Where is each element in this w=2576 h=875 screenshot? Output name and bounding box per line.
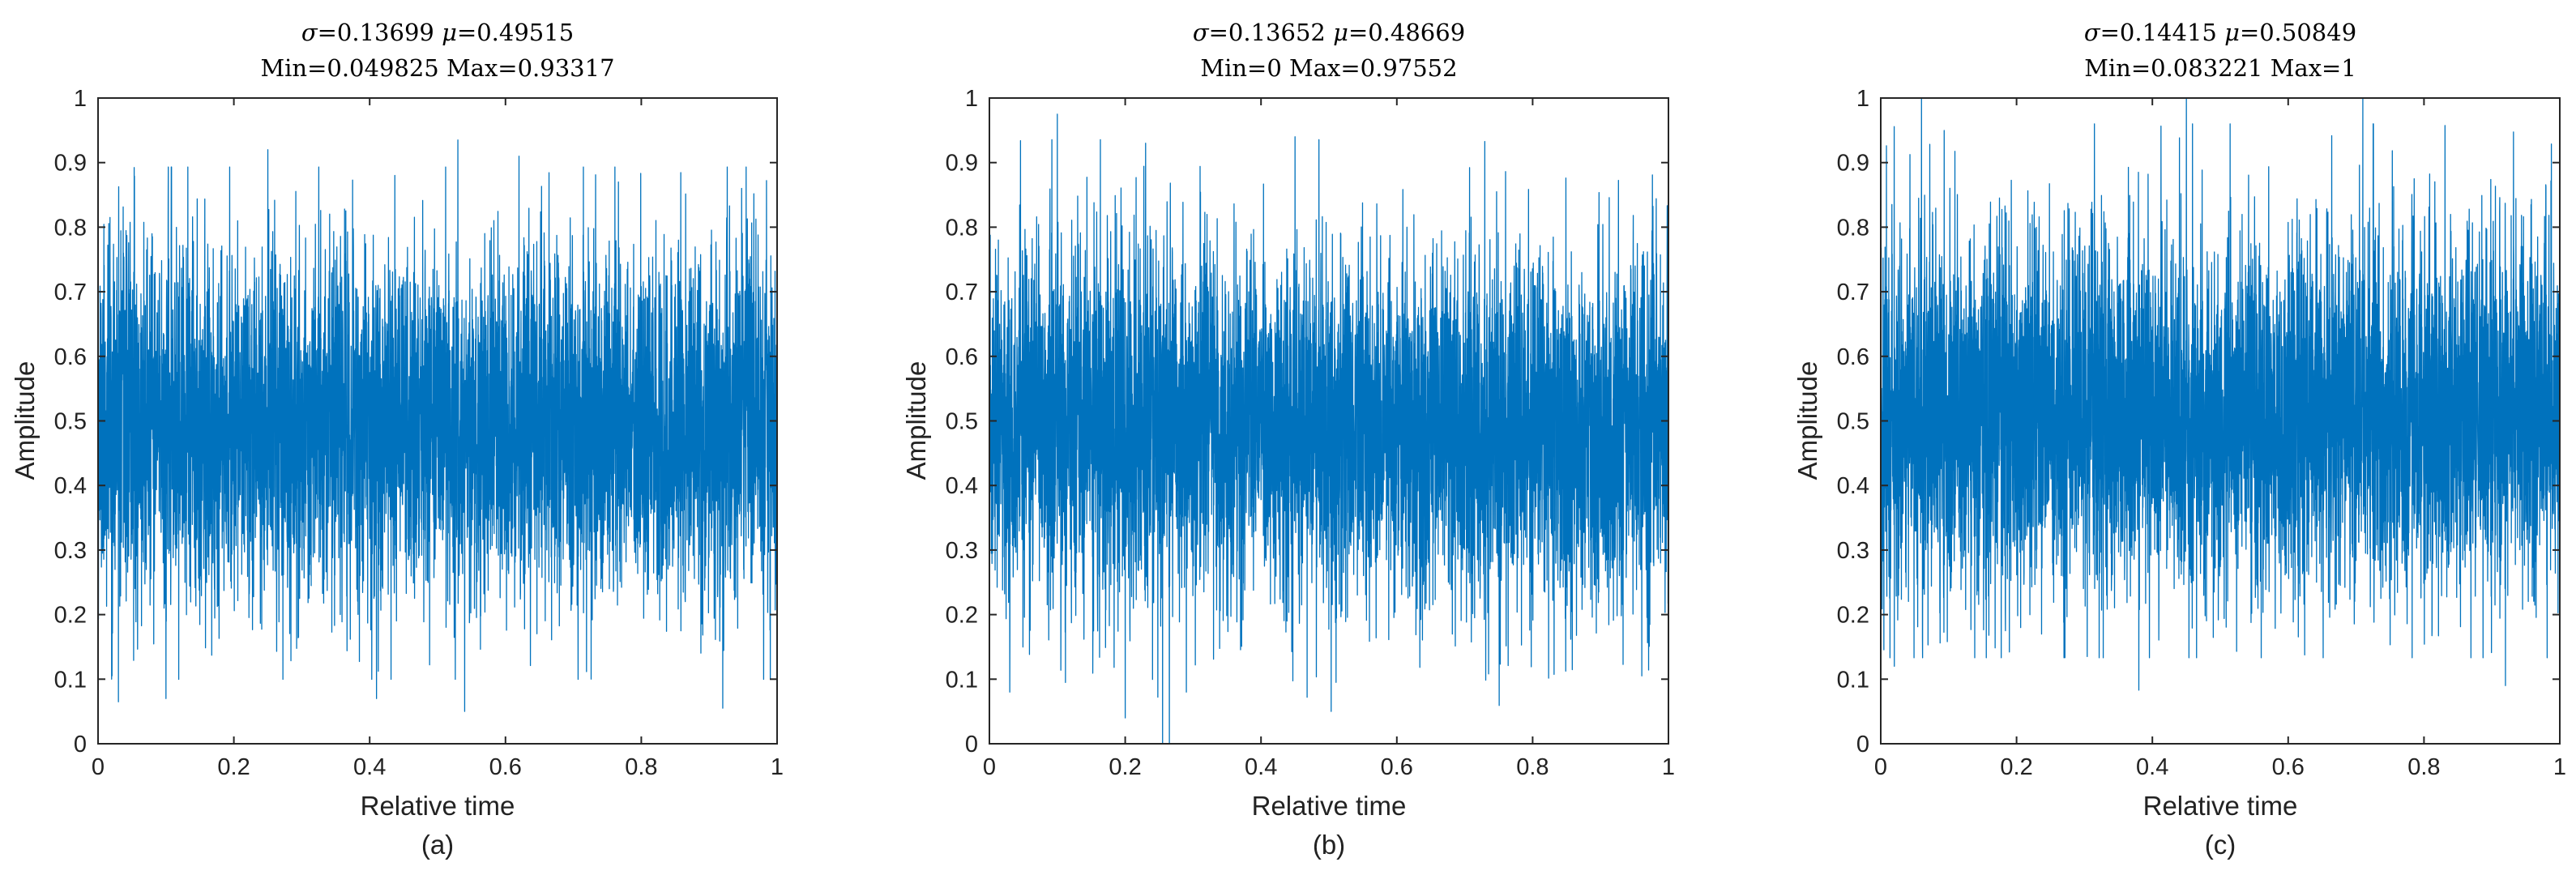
panel-b-title-line2: Min=0 Max=0.97552	[1200, 54, 1457, 82]
panel-b-ytick-label: 0.3	[946, 538, 978, 564]
panel-c-xtick-label: 0.4	[2136, 754, 2168, 780]
panel-c-ytick-label: 0.7	[1837, 280, 1869, 305]
panel-c-ytick-label: 0.9	[1837, 151, 1869, 177]
panel-b-ylabel: Amplitude	[901, 361, 931, 480]
panel-a-xtick-label: 0.4	[353, 754, 386, 780]
panel-b-xlabel: Relative time	[1252, 791, 1407, 821]
panel-a-ytick-label: 0.7	[54, 280, 87, 305]
panel-a-xtick-label: 1	[771, 754, 784, 780]
panel-a-ytick-label: 0.5	[54, 409, 87, 435]
panel-a-ytick-label: 0.1	[54, 667, 87, 693]
panel-a-ylabel: Amplitude	[10, 361, 40, 480]
panel-c-xtick-label: 0.2	[2000, 754, 2032, 780]
panel-b-ticks: 0 0.2 0.4 0.6 0.8 1 0 0.1 0.2 0.3 0.4 0.5 0.6 0.7 0.8 0…	[946, 86, 1675, 780]
panel-c-ytick-label: 0.6	[1837, 344, 1869, 370]
panel-a: σ=0.13699 μ=0.49515 Min=0.049825 Max=0.9…	[10, 19, 784, 860]
panel-b-series	[989, 113, 1668, 744]
panel-c-ytick-label: 0.4	[1837, 473, 1869, 499]
panel-b-xtick-label: 0.6	[1381, 754, 1413, 780]
panel-c-series-line-0	[1881, 98, 2560, 691]
panel-a-ytick-label: 0.9	[54, 151, 87, 177]
panel-a-series	[98, 139, 777, 712]
panel-a-ytick-label: 0.2	[54, 603, 87, 629]
panel-a-xtick-label: 0.8	[625, 754, 657, 780]
panel-a-ytick-label: 0.4	[54, 473, 87, 499]
panel-b-ytick-label: 0.9	[946, 151, 978, 177]
panel-c-title-line1: σ=0.14415 μ=0.50849	[2084, 19, 2356, 46]
panel-c-ytick-label: 0.3	[1837, 538, 1869, 564]
panel-b-series-line-0	[989, 113, 1668, 744]
panel-b-caption: (b)	[1313, 830, 1345, 860]
panel-c-xtick-label: 0	[1874, 754, 1887, 780]
panel-c-ytick-label: 0.8	[1837, 215, 1869, 241]
panel-b-xtick-label: 0	[983, 754, 996, 780]
panel-c-ytick-label: 0	[1856, 732, 1869, 758]
panel-a-ticks: 0 0.2 0.4 0.6 0.8 1 0 0.1 0.2 0.3 0.4 0.5 0.6 0.7 0.8 0…	[54, 86, 784, 780]
panel-a-xtick-label: 0.2	[217, 754, 250, 780]
panel-c-ytick-label: 0.2	[1837, 603, 1869, 629]
panel-c-xlabel: Relative time	[2143, 791, 2298, 821]
panel-c-series	[1881, 98, 2560, 691]
panel-b-ytick-label: 0.4	[946, 473, 978, 499]
panel-a-ytick-label: 0.8	[54, 215, 87, 241]
panel-a-caption: (a)	[421, 830, 454, 860]
panel-c-caption: (c)	[2205, 830, 2236, 860]
panel-c: σ=0.14415 μ=0.50849 Min=0.083221 Max=1 0…	[1792, 19, 2566, 860]
panel-a-title-line1: σ=0.13699 μ=0.49515	[301, 19, 574, 46]
panel-a-series-line-0	[98, 139, 777, 712]
panel-b-ytick-label: 1	[965, 86, 978, 112]
panel-b-xtick-label: 0.4	[1245, 754, 1277, 780]
panel-c-ylabel: Amplitude	[1792, 361, 1822, 480]
panel-a-xtick-label: 0	[92, 754, 105, 780]
panel-c-ytick-label: 0.1	[1837, 667, 1869, 693]
panel-c-ticks: 0 0.2 0.4 0.6 0.8 1 0 0.1 0.2 0.3 0.4 0.5 0.6 0.7 0.8 0…	[1837, 86, 2566, 780]
panel-a-ytick-label: 0.3	[54, 538, 87, 564]
panel-b-ytick-label: 0	[965, 732, 978, 758]
panel-c-xtick-label: 0.8	[2407, 754, 2440, 780]
panel-b-ytick-label: 0.6	[946, 344, 978, 370]
panel-c-xtick-label: 1	[2553, 754, 2566, 780]
panel-c-title-line2: Min=0.083221 Max=1	[2084, 54, 2356, 82]
panel-a-ytick-label: 0.6	[54, 344, 87, 370]
panel-b-ytick-label: 0.8	[946, 215, 978, 241]
panel-a-title-line2: Min=0.049825 Max=0.93317	[260, 54, 614, 82]
panel-a-ytick-label: 0	[74, 732, 87, 758]
panel-b-xtick-label: 1	[1662, 754, 1675, 780]
panel-b-xtick-label: 0.8	[1516, 754, 1549, 780]
panel-b-ytick-label: 0.2	[946, 603, 978, 629]
panel-c-ytick-label: 1	[1856, 86, 1869, 112]
panel-b-ytick-label: 0.7	[946, 280, 978, 305]
panel-b-xtick-label: 0.2	[1109, 754, 1141, 780]
panel-b-ytick-label: 0.5	[946, 409, 978, 435]
panel-a-ytick-label: 1	[74, 86, 87, 112]
panel-b-title-line1: σ=0.13652 μ=0.48669	[1193, 19, 1465, 46]
panel-a-xlabel: Relative time	[361, 791, 515, 821]
panel-c-xtick-label: 0.6	[2272, 754, 2305, 780]
panel-a-xtick-label: 0.6	[489, 754, 522, 780]
panel-c-ytick-label: 0.5	[1837, 409, 1869, 435]
panel-b-ytick-label: 0.1	[946, 667, 978, 693]
